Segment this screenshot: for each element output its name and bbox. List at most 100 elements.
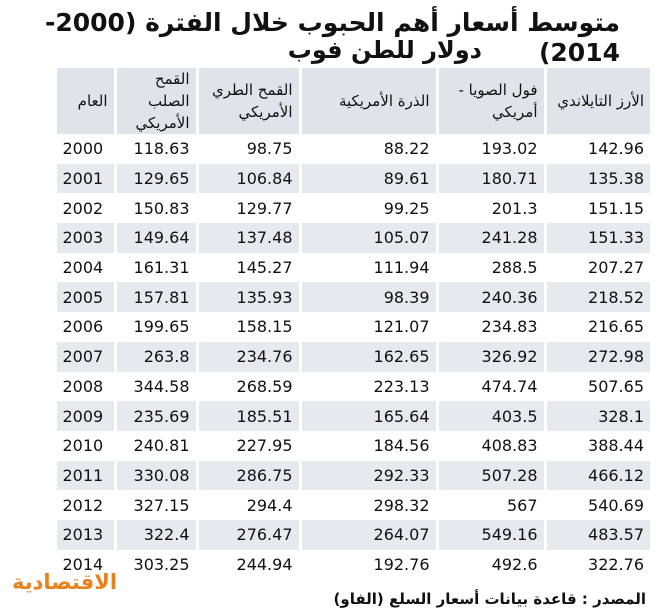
table-cell: 241.28 [435, 223, 545, 253]
table-cell: 180.71 [435, 163, 545, 194]
table-cell: 303.25 [113, 549, 197, 580]
table-cell: 161.31 [113, 252, 197, 283]
table-row: 507.65 474.74 223.13 268.59 344.58 2008 [53, 371, 650, 402]
table-row: 322.76 492.6 192.76 244.94 303.25 2014 [53, 549, 650, 580]
table-cell: 218.52 [543, 282, 650, 313]
table-cell: 288.5 [435, 252, 545, 283]
table-cell: 145.27 [195, 252, 300, 283]
table-cell: 240.81 [113, 430, 197, 461]
table-row: 216.65 234.83 121.07 158.15 199.65 2006 [53, 312, 650, 342]
table-cell: 149.64 [113, 223, 197, 253]
table-cell: 328.1 [543, 401, 650, 431]
table-cell: 264.07 [298, 519, 437, 550]
table-cell: 2000 [53, 134, 115, 164]
column-header: القمح الصلب الأمريكي [113, 68, 197, 134]
column-header: العام [53, 68, 115, 134]
table-cell: 322.4 [113, 519, 197, 550]
table-row: 135.38 180.71 89.61 106.84 129.65 2001 [53, 163, 650, 194]
table-cell: 106.84 [195, 163, 300, 194]
table-cell: 507.28 [435, 460, 545, 491]
table-cell: 298.32 [298, 490, 437, 520]
table-cell: 98.39 [298, 282, 437, 313]
table-cell: 292.33 [298, 460, 437, 491]
table-cell: 2010 [53, 430, 115, 461]
table-cell: 268.59 [195, 371, 300, 402]
title: متوسط أسعار أهم الحبوب خلال الفترة (2000… [44, 8, 620, 67]
table-cell: 207.27 [543, 252, 650, 283]
table-cell: 2001 [53, 163, 115, 194]
table-cell: 151.15 [543, 193, 650, 224]
table-cell: 142.96 [543, 134, 650, 164]
column-header: الذرة الأمريكية [298, 68, 437, 134]
table-cell: 227.95 [195, 430, 300, 461]
table-cell: 244.94 [195, 549, 300, 580]
table-cell: 2003 [53, 223, 115, 253]
logo: الاقتصادية [12, 570, 118, 594]
table-row: 466.12 507.28 292.33 286.75 330.08 2011 [53, 460, 650, 491]
table-cell: 157.81 [113, 282, 197, 313]
table-cell: 540.69 [543, 490, 650, 520]
table-row: 207.27 288.5 111.94 145.27 161.31 2004 [53, 252, 650, 283]
table-cell: 234.83 [435, 312, 545, 342]
table-cell: 474.74 [435, 371, 545, 402]
table-cell: 408.83 [435, 430, 545, 461]
table-cell: 567 [435, 490, 545, 520]
table-cell: 286.75 [195, 460, 300, 491]
header-row: الأرز التايلاندي فول الصويا - أمريكي الذرة… [53, 68, 650, 134]
subtitle: دولار للطن فوب [287, 36, 482, 64]
table-cell: 150.83 [113, 193, 197, 224]
table-cell: 2014 [53, 549, 115, 580]
table-cell: 199.65 [113, 312, 197, 342]
table-cell: 330.08 [113, 460, 197, 491]
table-cell: 2006 [53, 312, 115, 342]
table-cell: 327.15 [113, 490, 197, 520]
table-cell: 263.8 [113, 341, 197, 372]
table-cell: 135.93 [195, 282, 300, 313]
table-cell: 272.98 [543, 341, 650, 372]
table-cell: 483.57 [543, 519, 650, 550]
table-row: 272.98 326.92 162.65 234.76 263.8 2007 [53, 341, 650, 372]
table-row: 218.52 240.36 98.39 135.93 157.81 2005 [53, 282, 650, 313]
table-cell: 151.33 [543, 223, 650, 253]
table-cell: 492.6 [435, 549, 545, 580]
table-cell: 235.69 [113, 401, 197, 431]
column-header: القمح الطري الأمريكي [195, 68, 300, 134]
table-cell: 2007 [53, 341, 115, 372]
table-cell: 2004 [53, 252, 115, 283]
table-cell: 507.65 [543, 371, 650, 402]
table-cell: 2005 [53, 282, 115, 313]
table-row: 540.69 567 298.32 294.4 327.15 2012 [53, 490, 650, 520]
table-cell: 2009 [53, 401, 115, 431]
table-body: 142.96 193.02 88.22 98.75 118.63 2000 135.38 18… [53, 134, 650, 580]
table-cell: 193.02 [435, 134, 545, 164]
table-cell: 158.15 [195, 312, 300, 342]
table-row: 142.96 193.02 88.22 98.75 118.63 2000 [53, 134, 650, 164]
table-cell: 403.5 [435, 401, 545, 431]
table-cell: 165.64 [298, 401, 437, 431]
table-cell: 135.38 [543, 163, 650, 194]
table-cell: 2002 [53, 193, 115, 224]
table-cell: 326.92 [435, 341, 545, 372]
table-cell: 294.4 [195, 490, 300, 520]
table-cell: 388.44 [543, 430, 650, 461]
table-cell: 129.65 [113, 163, 197, 194]
table-cell: 111.94 [298, 252, 437, 283]
table-cell: 162.65 [298, 341, 437, 372]
table-cell: 234.76 [195, 341, 300, 372]
table-row: 483.57 549.16 264.07 276.47 322.4 2013 [53, 519, 650, 550]
table-cell: 466.12 [543, 460, 650, 491]
table-cell: 240.36 [435, 282, 545, 313]
table-cell: 322.76 [543, 549, 650, 580]
table-cell: 88.22 [298, 134, 437, 164]
table-cell: 184.56 [298, 430, 437, 461]
table-cell: 2013 [53, 519, 115, 550]
table-cell: 98.75 [195, 134, 300, 164]
table-row: 388.44 408.83 184.56 227.95 240.81 2010 [53, 430, 650, 461]
table-cell: 276.47 [195, 519, 300, 550]
table-cell: 121.07 [298, 312, 437, 342]
column-header: الأرز التايلاندي [543, 68, 650, 134]
table-cell: 192.76 [298, 549, 437, 580]
table-cell: 2008 [53, 371, 115, 402]
table-cell: 185.51 [195, 401, 300, 431]
